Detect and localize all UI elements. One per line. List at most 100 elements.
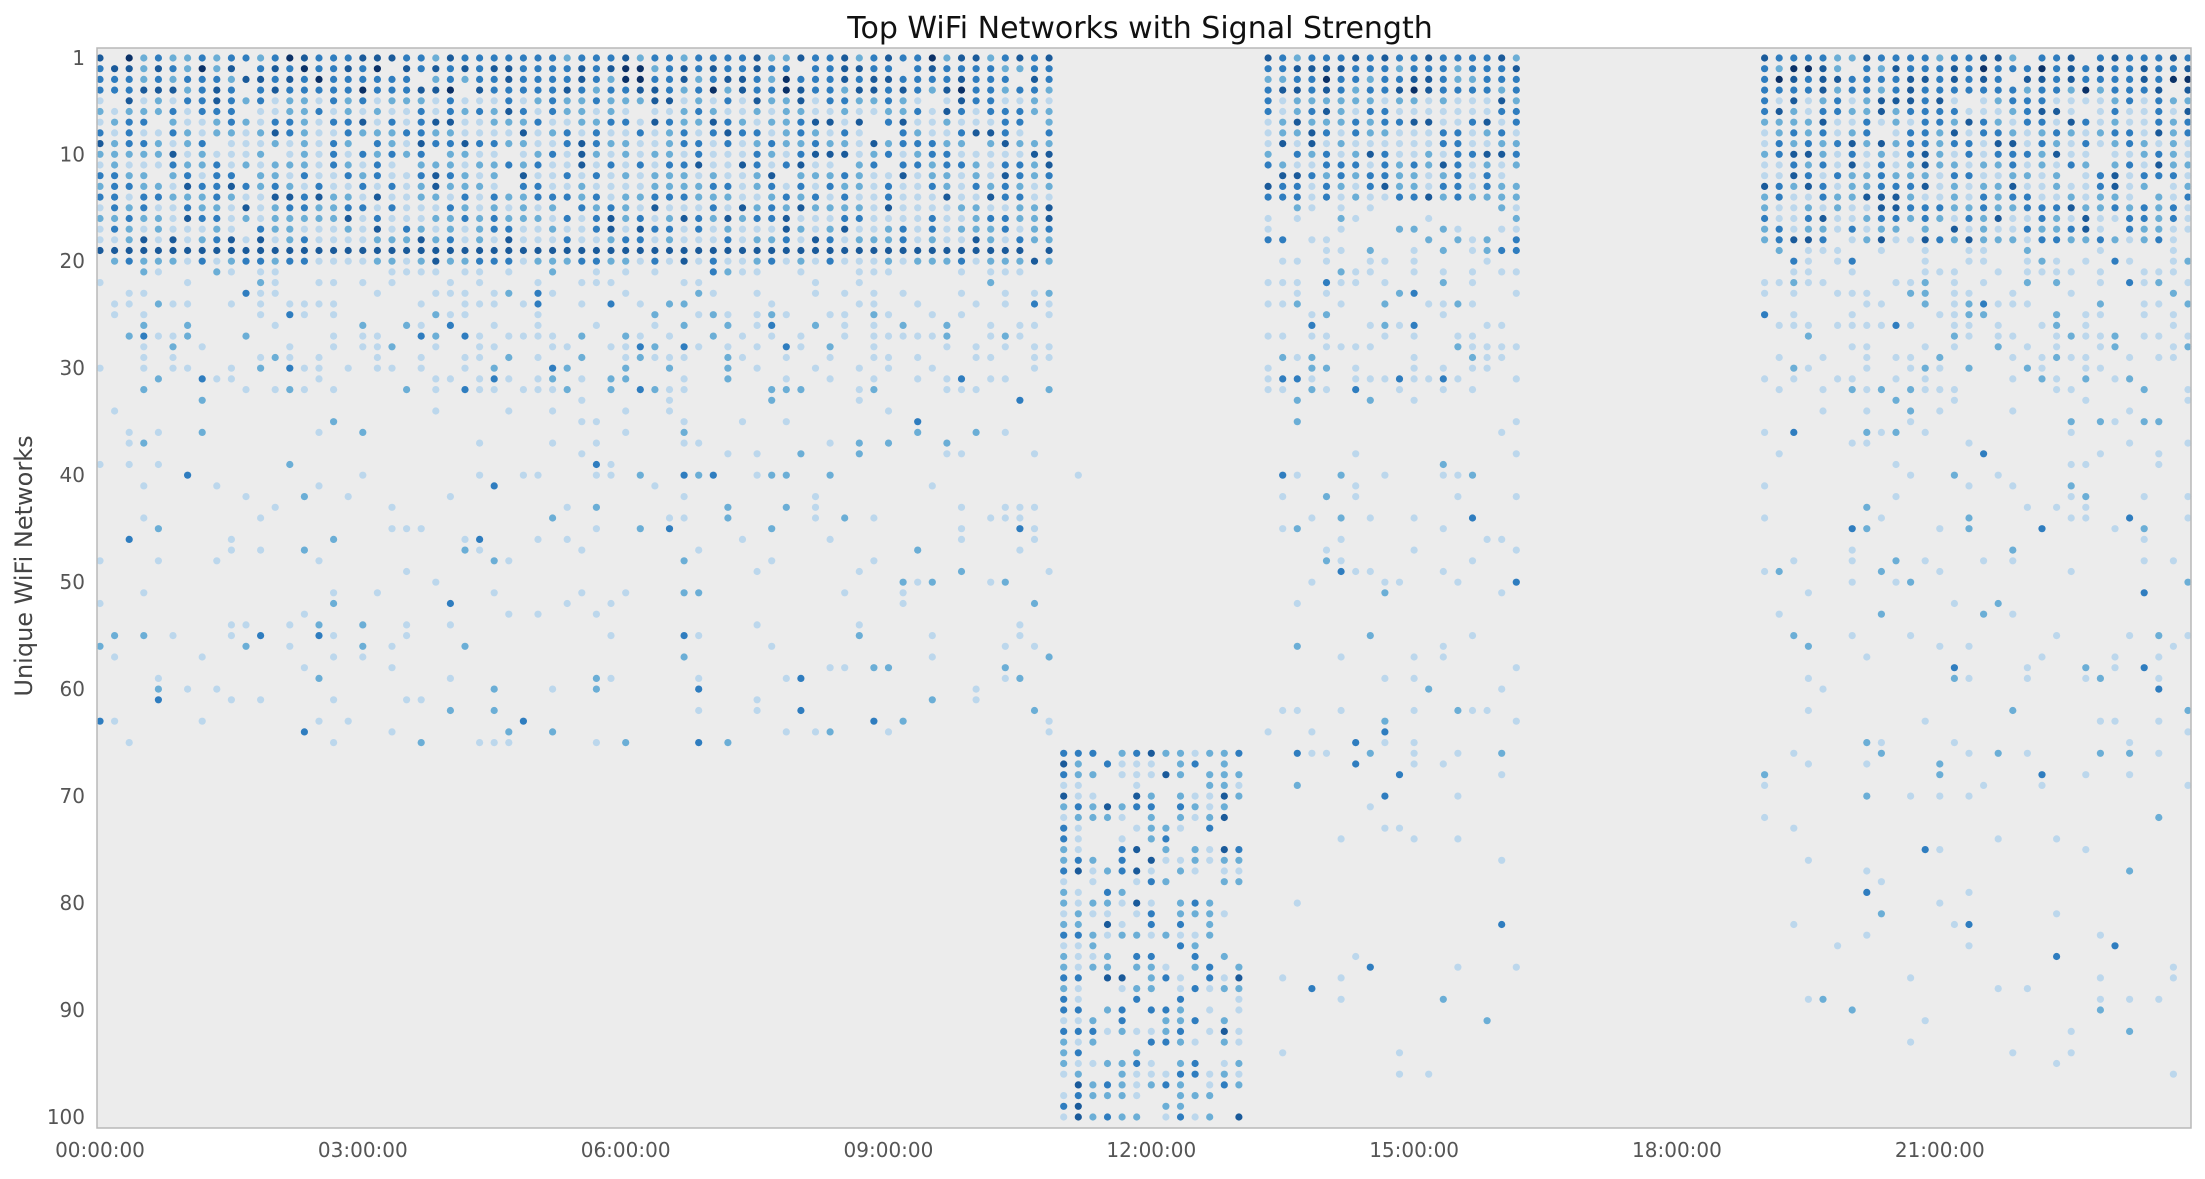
data-point <box>841 664 849 672</box>
data-point <box>461 332 469 340</box>
data-point <box>1016 204 1024 212</box>
data-point <box>432 97 440 105</box>
data-point <box>943 118 951 126</box>
data-point <box>1279 471 1287 479</box>
data-point <box>373 589 381 597</box>
data-point <box>826 97 834 105</box>
data-point <box>2184 439 2192 447</box>
data-point <box>1206 781 1214 790</box>
data-point <box>184 257 192 265</box>
data-point <box>300 193 308 201</box>
data-point <box>359 332 367 340</box>
data-point <box>1206 1113 1214 1121</box>
data-point <box>768 386 776 394</box>
data-point <box>1322 343 1331 351</box>
data-point <box>1060 856 1068 864</box>
data-point <box>1147 920 1155 929</box>
data-point <box>315 557 323 565</box>
data-point <box>592 471 601 479</box>
data-point <box>2082 321 2090 329</box>
data-point <box>1206 1027 1214 1035</box>
data-point <box>811 75 820 83</box>
data-point <box>899 225 907 233</box>
data-point <box>1775 65 1783 73</box>
data-point <box>257 65 265 73</box>
data-point <box>1366 963 1374 971</box>
data-point <box>519 214 528 223</box>
data-point <box>2126 182 2134 190</box>
data-point <box>797 343 805 351</box>
data-point <box>1016 225 1024 233</box>
data-point <box>2096 54 2104 62</box>
data-point <box>1352 493 1360 501</box>
data-point <box>330 599 338 608</box>
data-point <box>797 182 805 190</box>
data-point <box>1439 567 1447 576</box>
data-point <box>1848 225 1856 233</box>
data-point <box>1877 246 1885 255</box>
data-point <box>1118 749 1126 757</box>
data-point <box>563 129 571 137</box>
data-point <box>578 65 586 73</box>
data-point <box>870 246 878 255</box>
data-point <box>1176 1059 1185 1068</box>
data-point <box>1804 236 1812 244</box>
data-point <box>695 471 703 479</box>
data-point <box>753 567 761 576</box>
data-point <box>622 214 630 223</box>
data-point <box>227 161 235 169</box>
data-point <box>1074 985 1082 993</box>
data-point <box>490 557 498 565</box>
data-point <box>1980 118 1988 126</box>
data-point <box>1498 97 1506 105</box>
data-point <box>403 567 411 576</box>
data-point <box>2082 225 2090 233</box>
data-point <box>271 246 279 255</box>
data-point <box>534 311 542 319</box>
data-point <box>753 182 761 190</box>
data-point <box>607 193 615 201</box>
data-point <box>1994 214 2002 223</box>
data-point <box>724 364 732 372</box>
data-point <box>1235 1070 1243 1078</box>
data-point <box>680 246 688 255</box>
data-point <box>1439 525 1447 533</box>
data-point <box>1322 86 1331 94</box>
data-point <box>461 161 469 169</box>
data-point <box>1877 236 1885 244</box>
data-point <box>797 129 805 137</box>
data-point <box>96 204 104 212</box>
data-point <box>2023 193 2031 201</box>
data-point <box>1293 353 1301 362</box>
data-point <box>169 225 177 233</box>
data-point <box>695 65 703 73</box>
data-point <box>1512 193 1520 201</box>
data-point <box>943 332 951 340</box>
data-point <box>622 268 630 276</box>
data-point <box>2053 279 2061 287</box>
data-point <box>286 353 294 362</box>
data-point <box>213 246 221 255</box>
data-point <box>125 439 133 447</box>
data-point <box>1176 974 1185 982</box>
data-point <box>300 664 308 672</box>
data-point <box>709 311 717 319</box>
data-point <box>359 193 367 201</box>
data-point <box>198 182 206 190</box>
data-point <box>1804 86 1812 94</box>
data-point <box>928 257 936 265</box>
data-point <box>797 161 805 169</box>
data-point <box>242 236 250 244</box>
data-point <box>797 214 805 223</box>
data-point <box>1761 54 1769 62</box>
data-point <box>665 353 674 362</box>
data-point <box>1279 182 1287 190</box>
data-point <box>928 653 936 661</box>
data-point <box>184 97 192 105</box>
data-point <box>680 514 688 522</box>
data-point <box>1410 653 1418 661</box>
data-point <box>1863 739 1871 747</box>
data-point <box>140 439 148 447</box>
data-point <box>1103 803 1112 811</box>
data-point <box>271 204 279 212</box>
